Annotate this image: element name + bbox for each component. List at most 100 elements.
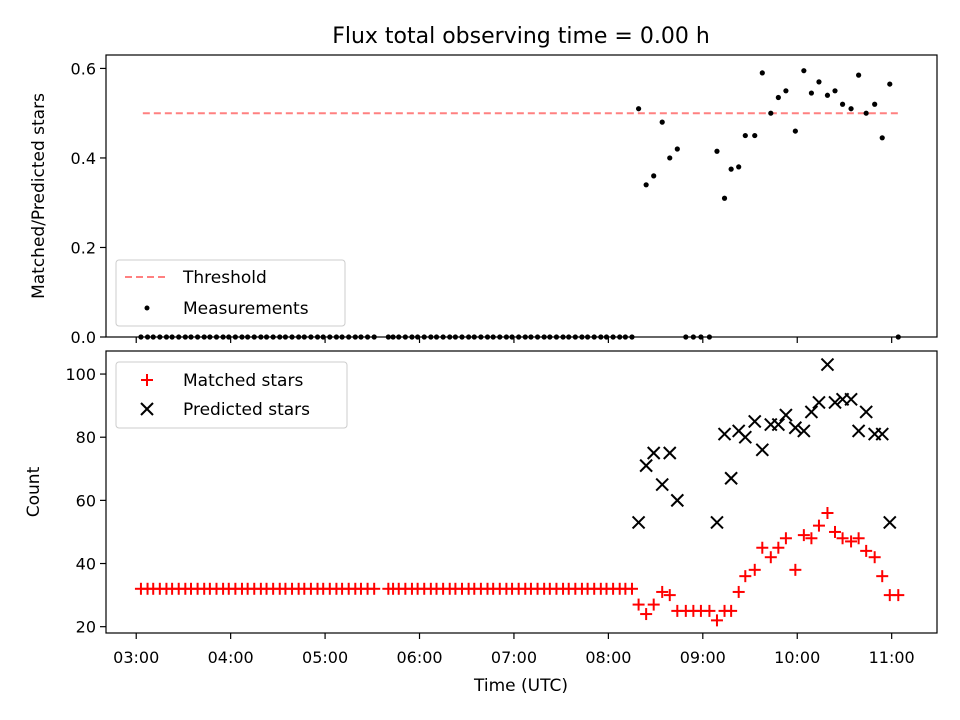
measurement-point bbox=[801, 68, 807, 74]
measurement-point bbox=[736, 164, 742, 170]
measurement-point bbox=[635, 106, 642, 112]
y-tick-label: 60 bbox=[76, 491, 96, 510]
measurement-point bbox=[832, 88, 838, 94]
matched-point bbox=[836, 532, 849, 545]
legend-threshold-label: Threshold bbox=[182, 268, 267, 288]
predicted-point bbox=[655, 477, 669, 492]
matched-point bbox=[663, 589, 676, 602]
matched-point bbox=[764, 551, 777, 564]
bottom-axes-frame bbox=[105, 350, 938, 634]
top-x-axis bbox=[135, 337, 893, 343]
predicted-point bbox=[748, 414, 762, 429]
measurement-point bbox=[863, 110, 869, 116]
measurement-point bbox=[651, 173, 657, 179]
predicted-point bbox=[875, 427, 889, 441]
y-tick-label: 20 bbox=[76, 618, 96, 637]
matched-point bbox=[703, 604, 716, 617]
y-tick-label: 0.2 bbox=[71, 238, 96, 257]
x-tick-label: 09:00 bbox=[680, 648, 726, 667]
legend-predicted-label: Predicted stars bbox=[183, 400, 310, 420]
predicted-point bbox=[738, 430, 753, 444]
predicted-point bbox=[844, 392, 858, 407]
predicted-point bbox=[771, 417, 786, 432]
measurement-point bbox=[728, 166, 734, 172]
measurement-point bbox=[775, 94, 781, 101]
matched-point bbox=[789, 563, 802, 576]
x-tick-label: 04:00 bbox=[208, 648, 254, 667]
bottom-series-0 bbox=[134, 507, 905, 627]
predicted-point bbox=[788, 421, 803, 435]
matched-point bbox=[625, 582, 638, 595]
predicted-point bbox=[710, 515, 724, 530]
matched-point bbox=[748, 563, 761, 576]
matched-point bbox=[756, 541, 769, 554]
predicted-point bbox=[646, 446, 661, 460]
measurement-point bbox=[887, 81, 893, 87]
x-tick-label: 06:00 bbox=[396, 648, 442, 667]
bottom-legend-box bbox=[115, 361, 348, 429]
measurement-point bbox=[783, 88, 789, 94]
x-tick-label: 07:00 bbox=[491, 648, 537, 667]
bottom-legend: Matched stars Predicted stars bbox=[115, 361, 348, 429]
bottom-plot-area bbox=[134, 357, 905, 627]
predicted-point bbox=[717, 427, 732, 441]
predicted-point bbox=[724, 471, 738, 485]
bottom-y-axis: 20 40 60 80 100 bbox=[65, 365, 106, 637]
x-tick-label: 10:00 bbox=[774, 648, 820, 667]
top-legend: Threshold Measurements bbox=[115, 259, 346, 327]
measurement-point bbox=[768, 110, 774, 116]
x-tick-label: 11:00 bbox=[869, 648, 915, 667]
measurement-point bbox=[721, 195, 728, 201]
y-tick-label: 100 bbox=[65, 365, 96, 384]
predicted-point bbox=[812, 395, 826, 410]
measurement-point bbox=[856, 72, 862, 78]
predicted-point bbox=[639, 458, 653, 473]
x-tick-label: 08:00 bbox=[585, 648, 631, 667]
top-legend-box bbox=[115, 259, 346, 327]
y-tick-label: 0.6 bbox=[71, 59, 96, 78]
matched-point bbox=[797, 529, 810, 542]
measurement-point bbox=[759, 70, 765, 76]
measurement-point bbox=[742, 132, 748, 139]
predicted-point bbox=[797, 424, 811, 438]
legend-measurements-swatch bbox=[144, 305, 150, 311]
matched-point bbox=[640, 608, 653, 621]
measurement-point bbox=[808, 90, 815, 96]
top-panel: 0.0 0.2 0.4 0.6 Matched/Predicted stars Thr… bbox=[29, 54, 938, 347]
predicted-point bbox=[631, 515, 646, 530]
measurement-point bbox=[714, 148, 720, 154]
legend-predicted-swatch bbox=[140, 402, 154, 416]
matched-point bbox=[821, 507, 834, 519]
predicted-point bbox=[859, 405, 873, 419]
chart-title: Flux total observing time = 0.00 h bbox=[332, 24, 710, 49]
legend-measurements-label: Measurements bbox=[183, 299, 309, 319]
matched-point bbox=[632, 598, 645, 611]
measurement-point bbox=[792, 128, 798, 134]
legend-matched-label: Matched stars bbox=[183, 371, 303, 391]
predicted-point bbox=[755, 443, 770, 457]
measurement-point bbox=[848, 106, 854, 112]
bottom-panel: 20 40 60 80 100 03:00 04:00 05:00 06:00 07:00 08:… bbox=[24, 350, 938, 696]
measurement-point bbox=[839, 101, 846, 107]
measurement-point bbox=[674, 146, 680, 152]
matched-point bbox=[868, 551, 881, 564]
predicted-point bbox=[851, 424, 866, 438]
predicted-point bbox=[804, 405, 819, 419]
bottom-y-axis-label: Count bbox=[24, 466, 44, 517]
matched-point bbox=[860, 544, 873, 557]
x-tick-label: 05:00 bbox=[302, 648, 348, 667]
matched-point bbox=[710, 614, 723, 627]
measurement-point bbox=[643, 182, 649, 188]
top-axes-frame bbox=[105, 54, 938, 338]
predicted-point bbox=[663, 446, 677, 460]
top-y-axis-label: Matched/Predicted stars bbox=[29, 93, 49, 299]
measurement-point bbox=[659, 119, 665, 125]
y-tick-label: 0.4 bbox=[71, 149, 96, 168]
matched-point bbox=[656, 585, 669, 598]
matched-point bbox=[805, 532, 818, 545]
predicted-point bbox=[779, 408, 793, 422]
matched-point bbox=[368, 582, 381, 595]
bottom-series-1 bbox=[631, 357, 897, 530]
y-tick-label: 0.0 bbox=[71, 328, 96, 347]
